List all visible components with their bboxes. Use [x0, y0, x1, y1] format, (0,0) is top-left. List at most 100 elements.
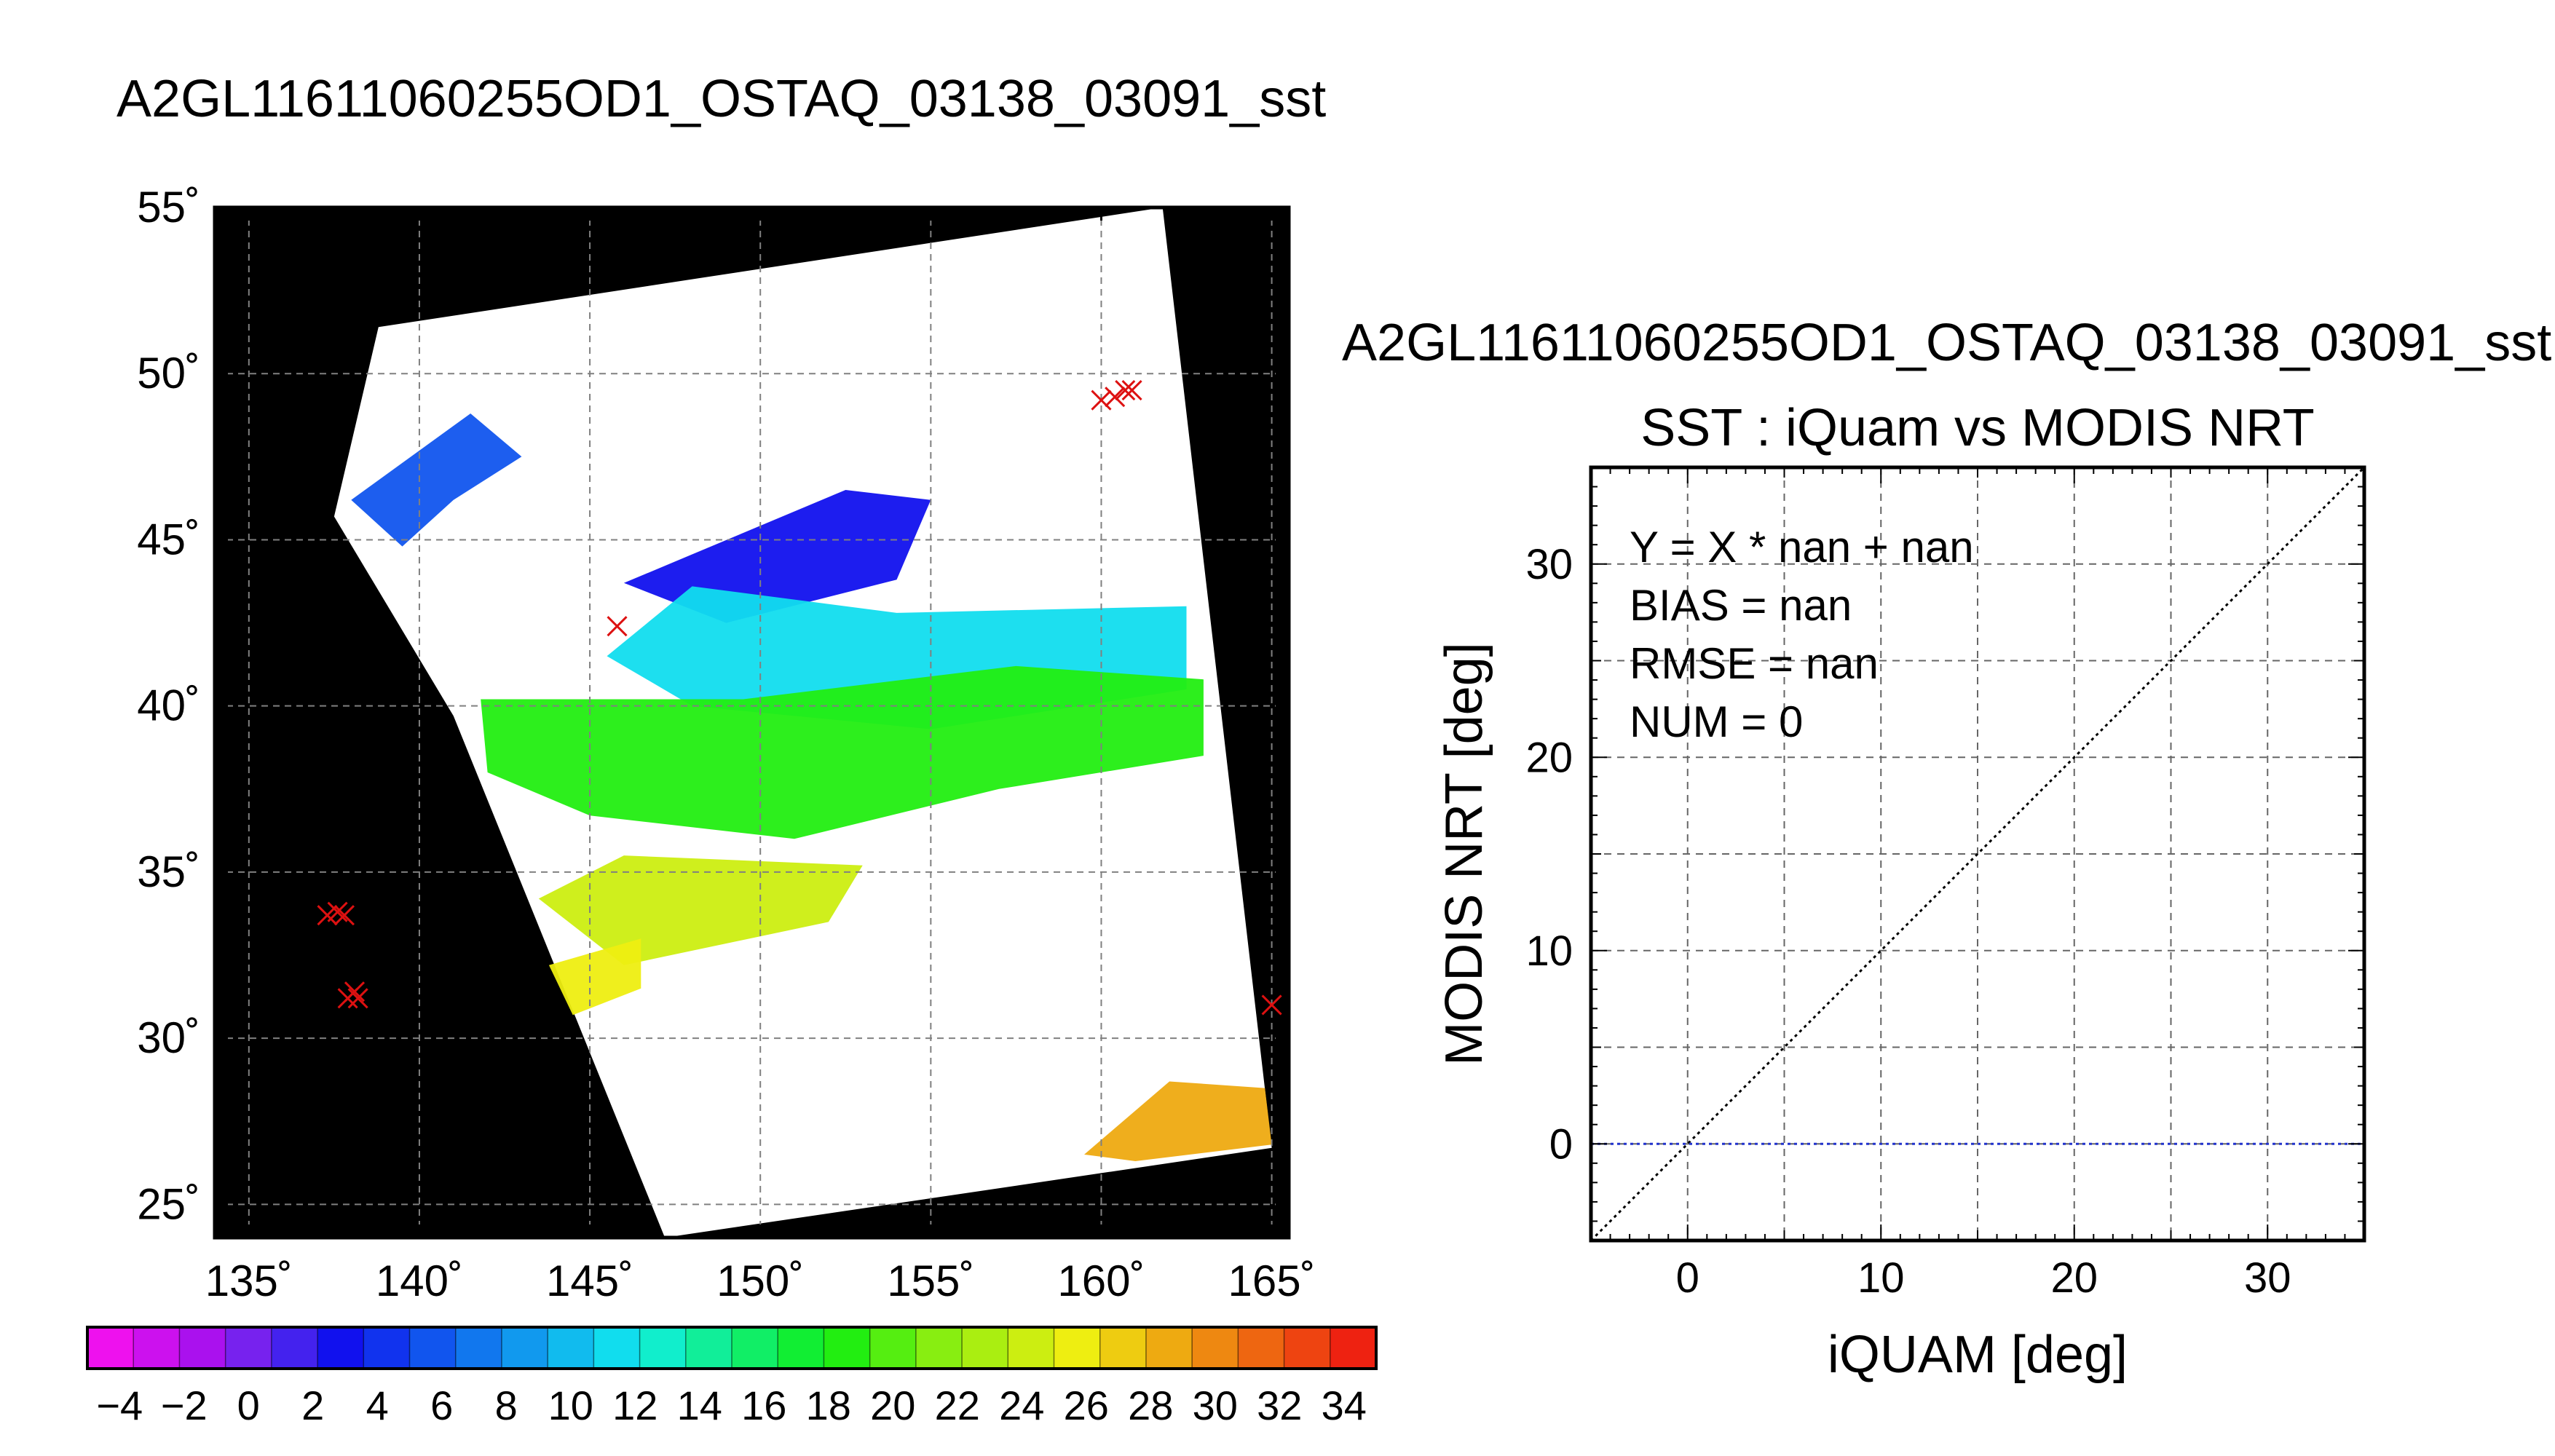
colorbar-cell — [869, 1327, 917, 1369]
colorbar-cell — [409, 1327, 457, 1369]
buoy-marker — [1105, 387, 1126, 408]
colorbar-cell — [1284, 1327, 1331, 1369]
buoy-marker-stroke — [333, 905, 355, 926]
colorbar-cell — [133, 1327, 181, 1369]
colorbar-cell — [962, 1327, 1008, 1369]
colorbar-cell — [639, 1327, 687, 1369]
scatter-y-tick-label: 0 — [1549, 1120, 1573, 1168]
buoy-marker — [1121, 379, 1142, 401]
map-y-tick-label: 50˚ — [137, 349, 200, 397]
map-y-axis: 25˚ 30˚ 35˚ 40˚ 45˚ 50˚ 55˚ — [137, 183, 1289, 1228]
colorbar-cell — [915, 1327, 963, 1369]
stats-annotation: RMSE = nan — [1630, 639, 1879, 688]
buoy-marker — [1091, 389, 1112, 411]
buoy-marker — [1261, 994, 1282, 1016]
sst-region-south-yellow — [1084, 1081, 1272, 1161]
map-x-tick-label: 145˚ — [546, 1257, 633, 1305]
sst-map-panel: 135˚ 140˚ 145˚ 150˚ 155˚ 160˚ 165˚ 25˚ 30˚ 35˚ 40… — [137, 183, 1315, 1305]
colorbar-cell — [548, 1327, 594, 1369]
buoy-marker-stroke — [344, 981, 366, 1002]
colorbar-label: 18 — [806, 1382, 851, 1428]
colorbar-labels: −4 −2 0 2 4 6 8 10 12 14 16 18 20 22 24 26 28 30 32 34 — [96, 1382, 1367, 1428]
sst-region-okhotsk-blue — [351, 414, 522, 547]
map-gridlines — [215, 207, 1289, 1238]
colorbar-cell — [87, 1327, 134, 1369]
sst-region-band-green — [481, 665, 1204, 839]
colorbar-cell — [271, 1327, 318, 1369]
buoy-marker-stroke — [1115, 379, 1136, 401]
colorbar-label: 30 — [1193, 1382, 1238, 1428]
sst-region-band-lime — [538, 855, 863, 965]
colorbar-cell — [593, 1327, 641, 1369]
colorbar-cell — [778, 1327, 825, 1369]
one-to-one-line — [1591, 467, 2364, 1241]
map-x-tick-label: 150˚ — [716, 1257, 804, 1305]
map-x-tick-label: 165˚ — [1228, 1257, 1316, 1305]
buoy-marker — [344, 981, 366, 1002]
buoy-markers — [317, 379, 1282, 1016]
scatter-title: SST : iQuam vs MODIS NRT — [1640, 399, 2315, 457]
colorbar-label: −2 — [161, 1382, 208, 1428]
colorbar-cell — [179, 1327, 226, 1369]
colorbar-cell — [1054, 1327, 1101, 1369]
colorbar-label: 26 — [1064, 1382, 1109, 1428]
colorbar: −4 −2 0 2 4 6 8 10 12 14 16 18 20 22 24 26 28 30 32 34 — [86, 1326, 1378, 1428]
colorbar-label: 16 — [741, 1382, 786, 1428]
buoy-marker-stroke — [1261, 994, 1282, 1016]
scatter-y-tick-label: 10 — [1525, 927, 1573, 975]
map-x-axis: 135˚ 140˚ 145˚ 150˚ 155˚ 160˚ 165˚ — [205, 207, 1316, 1305]
colorbar-label: 34 — [1322, 1382, 1367, 1428]
buoy-marker-stroke — [1091, 389, 1112, 411]
map-y-tick-label: 35˚ — [137, 847, 200, 896]
colorbar-cells — [87, 1327, 1377, 1369]
sst-region-layer — [351, 414, 1272, 1161]
stats-annotation: Y = X * nan + nan — [1630, 523, 1974, 571]
map-frame — [213, 205, 1291, 1240]
colorbar-cell — [1008, 1327, 1055, 1369]
colorbar-label: 32 — [1257, 1382, 1302, 1428]
colorbar-label: 4 — [366, 1382, 389, 1428]
figure-subtitle: A2GL11611060255OD1_OSTAQ_03138_03091_sst — [1342, 314, 2551, 372]
map-y-tick-label: 40˚ — [137, 681, 200, 730]
colorbar-cell — [317, 1327, 364, 1369]
colorbar-label: 12 — [612, 1382, 657, 1428]
buoy-marker — [347, 988, 368, 1009]
map-y-tick-label: 45˚ — [137, 515, 200, 563]
scatter-y-tick-label: 20 — [1525, 734, 1573, 781]
map-y-tick-label: 55˚ — [137, 183, 200, 232]
scatter-lines — [1591, 467, 2364, 1241]
colorbar-cell — [824, 1327, 871, 1369]
scatter-x-tick-label: 10 — [1857, 1254, 1905, 1302]
colorbar-cell — [363, 1327, 411, 1369]
buoy-marker — [1115, 379, 1136, 401]
stats-annotations: Y = X * nan + nan BIAS = nan RMSE = nan NUM… — [1630, 523, 1974, 746]
stats-annotation: NUM = 0 — [1630, 697, 1803, 746]
buoy-marker — [327, 901, 348, 922]
map-y-tick-label: 25˚ — [137, 1179, 200, 1228]
buoy-marker-stroke — [1121, 379, 1142, 401]
colorbar-cell — [1099, 1327, 1147, 1369]
colorbar-label: 10 — [548, 1382, 593, 1428]
scatter-x-tick-label: 20 — [2050, 1254, 2098, 1302]
scatter-panel: SST : iQuam vs MODIS NRT 0 10 20 300102030 … — [1435, 399, 2366, 1384]
figure-title: A2GL11611060255OD1_OSTAQ_03138_03091_sst — [117, 70, 1326, 128]
scatter-axes: 0 10 20 30 0 10 20 30 — [1525, 467, 2365, 1302]
colorbar-cell — [685, 1327, 732, 1369]
colorbar-cell — [455, 1327, 502, 1369]
stats-annotation: BIAS = nan — [1630, 581, 1852, 630]
map-x-tick-label: 140˚ — [376, 1257, 463, 1305]
colorbar-label: 2 — [301, 1382, 324, 1428]
buoy-marker-stroke — [607, 616, 628, 637]
colorbar-cell — [1330, 1327, 1377, 1369]
colorbar-label: 28 — [1128, 1382, 1173, 1428]
scatter-y-tick-label: 30 — [1525, 541, 1573, 588]
colorbar-cell — [1192, 1327, 1239, 1369]
colorbar-label: −4 — [96, 1382, 143, 1428]
scatter-x-tick-label: 30 — [2244, 1254, 2291, 1302]
map-x-tick-label: 160˚ — [1057, 1257, 1145, 1305]
colorbar-label: 14 — [677, 1382, 722, 1428]
buoy-marker — [607, 616, 628, 637]
buoy-marker — [333, 905, 355, 926]
colorbar-label: 20 — [870, 1382, 915, 1428]
colorbar-cell — [1145, 1327, 1193, 1369]
